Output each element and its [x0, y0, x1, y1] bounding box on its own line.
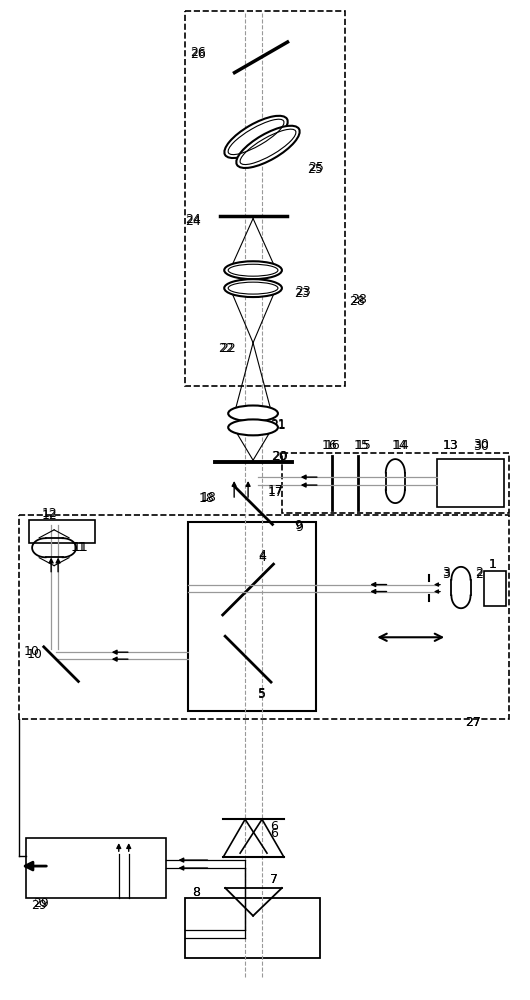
Bar: [484, 571, 506, 606]
Bar: [19, 515, 509, 719]
Text: 30: 30: [473, 438, 489, 451]
Text: 27: 27: [465, 716, 481, 729]
Text: 20: 20: [271, 450, 287, 463]
Text: 5: 5: [258, 688, 266, 701]
Text: 7: 7: [270, 873, 278, 886]
Text: 28: 28: [350, 295, 365, 308]
Text: 14: 14: [391, 439, 407, 452]
Bar: [188, 522, 316, 711]
Text: 11: 11: [73, 541, 89, 554]
Text: 9: 9: [295, 521, 303, 534]
Ellipse shape: [236, 126, 299, 168]
Text: 1: 1: [489, 558, 497, 571]
Ellipse shape: [224, 279, 282, 297]
Text: 9: 9: [294, 519, 302, 532]
Text: 8: 8: [192, 886, 200, 899]
Text: 2: 2: [475, 566, 483, 579]
Text: 15: 15: [354, 439, 369, 452]
Ellipse shape: [224, 261, 282, 279]
Ellipse shape: [228, 405, 278, 421]
Text: 23: 23: [295, 285, 311, 298]
Text: 16: 16: [325, 439, 340, 452]
Text: 21: 21: [270, 419, 286, 432]
Text: 2: 2: [475, 568, 483, 581]
Text: 8: 8: [192, 886, 200, 899]
Text: 29: 29: [31, 899, 47, 912]
Ellipse shape: [228, 419, 278, 435]
Bar: [29, 520, 95, 543]
Ellipse shape: [224, 116, 288, 158]
Text: 21: 21: [270, 418, 286, 431]
Bar: [437, 459, 504, 507]
Text: 13: 13: [443, 439, 459, 452]
Text: 1: 1: [489, 558, 497, 571]
Text: 26: 26: [190, 48, 206, 61]
Text: 23: 23: [294, 287, 310, 300]
Text: 6: 6: [270, 820, 278, 833]
Text: 13: 13: [443, 439, 459, 452]
Text: 3: 3: [442, 566, 450, 579]
Text: 24: 24: [186, 215, 201, 228]
Text: 20: 20: [272, 450, 288, 463]
Text: 10: 10: [26, 648, 42, 661]
Text: 25: 25: [308, 161, 324, 174]
Text: 3: 3: [442, 568, 450, 581]
Text: 15: 15: [356, 439, 372, 452]
Text: 12: 12: [41, 507, 57, 520]
Text: 18: 18: [200, 491, 216, 504]
Text: 18: 18: [198, 492, 214, 505]
Text: 17: 17: [268, 484, 284, 497]
Text: 25: 25: [307, 163, 323, 176]
Bar: [186, 11, 344, 386]
Text: 26: 26: [190, 46, 206, 59]
Text: 17: 17: [268, 486, 284, 499]
Text: 24: 24: [186, 213, 201, 226]
Text: 22: 22: [218, 342, 234, 355]
Text: 30: 30: [473, 440, 489, 453]
Text: 4: 4: [258, 551, 266, 564]
Text: 28: 28: [351, 293, 367, 306]
Text: 14: 14: [393, 439, 409, 452]
Text: 29: 29: [33, 897, 49, 910]
Bar: [26, 838, 165, 898]
Text: 5: 5: [258, 687, 266, 700]
Text: 7: 7: [270, 873, 278, 886]
Bar: [282, 453, 509, 513]
Text: 6: 6: [270, 827, 278, 840]
Text: 22: 22: [220, 342, 236, 355]
Bar: [186, 898, 320, 958]
Text: 11: 11: [71, 541, 87, 554]
Text: 10: 10: [23, 645, 39, 658]
Text: 16: 16: [322, 439, 338, 452]
Text: 12: 12: [41, 509, 57, 522]
Text: 27: 27: [465, 716, 481, 729]
Text: 4: 4: [258, 549, 266, 562]
